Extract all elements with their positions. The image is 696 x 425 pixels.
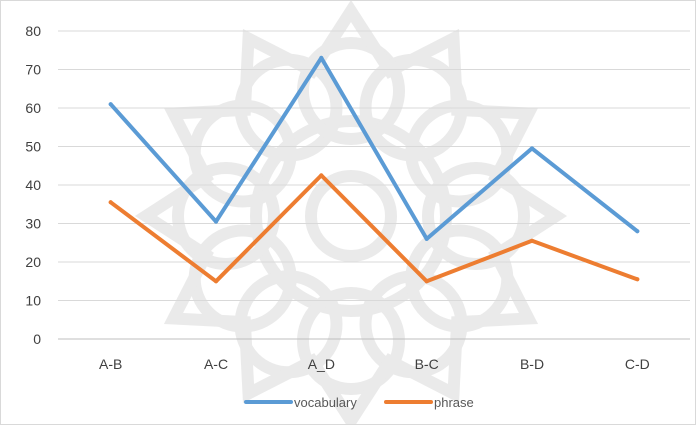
legend-label-vocabulary: vocabulary [294,395,357,410]
y-tick-label: 50 [25,139,41,155]
series-lines [108,55,640,284]
watermark-star [134,1,568,424]
gridlines [58,30,690,340]
watermark-petal [405,224,514,333]
data-point-vocabulary [424,236,429,241]
data-point-vocabulary [635,229,640,234]
x-tick-label: A-B [99,356,122,372]
data-point-phrase [319,173,324,178]
y-tick-label: 10 [25,293,41,309]
legend: vocabulary phrase [244,395,474,410]
watermark-petal [297,37,405,145]
watermark-petal [297,287,405,395]
watermark-petal [234,270,343,379]
y-tick-label: 40 [25,177,41,193]
watermark-petal [188,99,297,208]
data-point-phrase [214,279,218,284]
series-line-vocabulary [108,55,640,241]
y-axis-ticks: 0 10 20 30 40 50 60 70 80 [25,23,41,347]
series-line-phrase [108,173,640,284]
data-point-vocabulary [319,55,324,60]
y-tick-label: 80 [25,23,41,39]
watermark-petal [188,224,297,333]
data-point-phrase [108,200,113,205]
y-tick-label: 30 [25,216,41,232]
x-tick-label: B-D [520,356,544,372]
data-point-phrase [530,238,534,243]
data-point-phrase [424,279,429,284]
data-point-phrase [635,277,640,282]
watermark-ring [305,170,397,262]
watermark-petal [405,99,514,208]
y-tick-label: 60 [25,100,41,116]
watermark-petal [172,162,280,270]
data-point-vocabulary [530,146,534,151]
y-tick-label: 20 [25,254,41,270]
data-point-vocabulary [214,219,218,224]
watermark-petal [359,270,468,379]
x-tick-label: A-C [204,356,228,372]
y-tick-label: 70 [25,62,41,78]
x-axis-ticks: A-B A-C A_D B-C B-D C-D [99,356,650,372]
x-tick-label: C-D [625,356,650,372]
y-tick-label: 0 [33,331,41,347]
x-tick-label: B-C [415,356,439,372]
watermark-ring [250,115,452,317]
legend-label-phrase: phrase [434,395,474,410]
data-point-vocabulary [108,102,113,107]
x-tick-label: A_D [308,356,335,372]
